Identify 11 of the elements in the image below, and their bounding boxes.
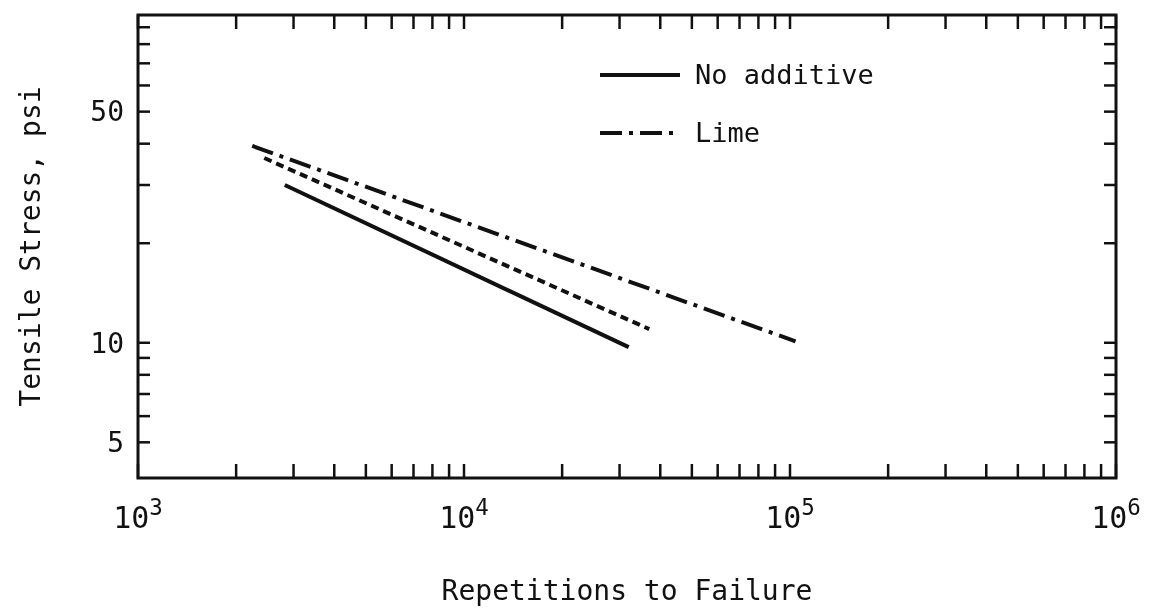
y-tick-label: 10 bbox=[90, 326, 124, 360]
legend-label: No additive bbox=[695, 59, 874, 91]
x-tick-label: 10$^{6}$ bbox=[1091, 494, 1141, 535]
y-axis-title: Tensile Stress, psi bbox=[14, 86, 47, 407]
x-axis-title: Repetitions to Failure bbox=[441, 574, 813, 607]
x-tick-label: 10$^{5}$ bbox=[765, 494, 815, 535]
y-tick-label: 50 bbox=[90, 95, 124, 129]
y-tick-label: 5 bbox=[107, 426, 124, 460]
legend-label: Lime bbox=[695, 117, 761, 149]
x-tick-label: 10$^{4}$ bbox=[439, 494, 489, 535]
x-tick-label: 10$^{3}$ bbox=[113, 494, 163, 535]
